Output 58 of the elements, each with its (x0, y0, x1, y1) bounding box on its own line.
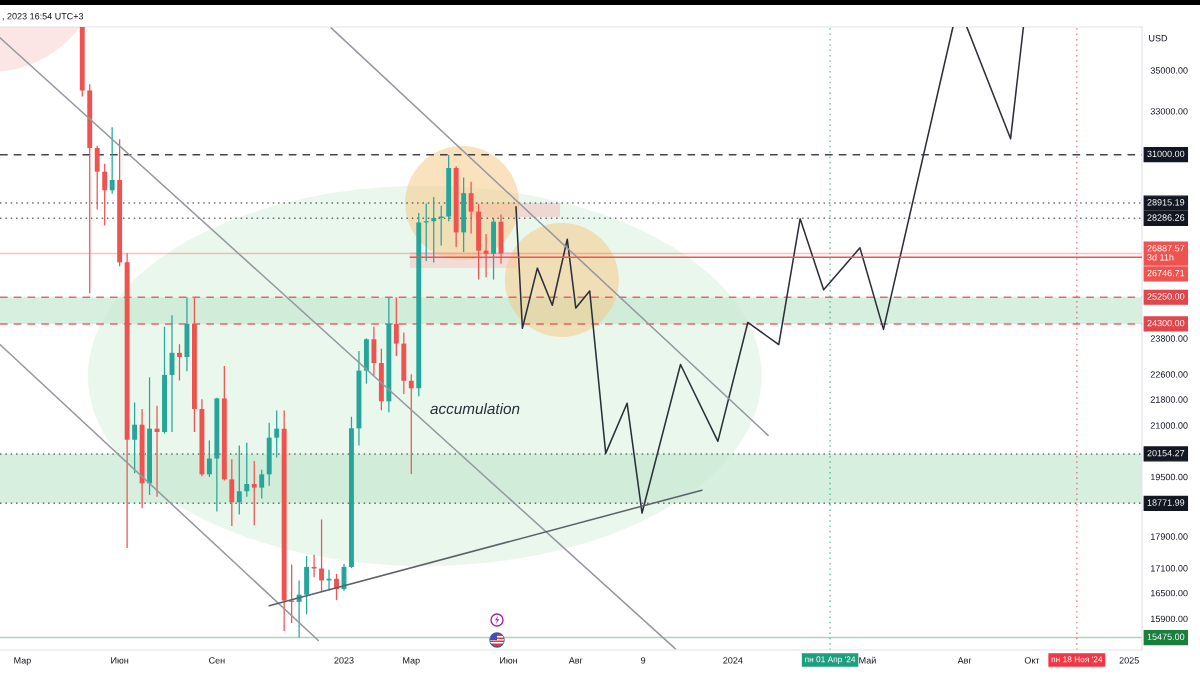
ref-line-label: 24300.00 (1147, 319, 1185, 327)
ref-line-label: 26887.57 3d 11h (1147, 245, 1185, 261)
candlestick (393, 296, 399, 357)
candlestick (431, 196, 437, 264)
ref-line-label: 28286.26 (1147, 214, 1185, 221)
y-tick-label: 33000.00 (1150, 108, 1188, 115)
y-axis-title: USD (1149, 35, 1168, 42)
x-tick-label: 2025 (1119, 657, 1139, 664)
candlestick (177, 343, 182, 382)
ref-line-label: 20154.27 (1147, 449, 1185, 457)
candlestick (229, 458, 235, 527)
y-tick-label: 21800.00 (1150, 396, 1188, 403)
x-tick-label: Окт (1024, 657, 1040, 664)
text: , 2023 16:54 UTC+3 (2, 13, 84, 21)
ref-line-label: 25250.00 (1147, 293, 1185, 300)
candlestick (251, 460, 257, 526)
ref-line-label: 15475.00 (1147, 633, 1185, 640)
x-tick-label: Сен (209, 657, 225, 664)
candlestick (109, 126, 115, 195)
candlestick (371, 326, 377, 377)
y-tick-label: 23800.00 (1150, 335, 1188, 342)
x-tick-label: 9 (641, 657, 646, 664)
x-tick-label: 2024 (723, 657, 743, 664)
ref-line-label: пн 18 Ноя '24 (1051, 656, 1103, 663)
x-tick-label: Авг (957, 657, 972, 664)
candlestick (94, 145, 100, 211)
candlestick (236, 444, 242, 516)
ref-line-label: 28915.19 (1147, 199, 1185, 206)
y-tick-label: 21000.00 (1150, 422, 1188, 429)
annotation: accumulation (430, 402, 520, 415)
x-tick-label: Мар (403, 657, 420, 666)
candlestick (468, 181, 474, 235)
candlestick (274, 409, 280, 459)
candlestick (206, 439, 212, 478)
candlestick (132, 401, 138, 474)
y-tick-label: 15900.00 (1151, 615, 1188, 623)
x-tick-label: Июн (500, 657, 517, 664)
y-tick-label: 16500.00 (1151, 589, 1188, 597)
candlestick (408, 373, 414, 475)
x-tick-label: Мар (14, 657, 31, 666)
y-tick-label: 17100.00 (1151, 565, 1188, 572)
y-tick-label: 22600.00 (1150, 371, 1188, 378)
candlestick (311, 554, 317, 578)
candlestick (102, 163, 108, 227)
y-tick-label: 19500.00 (1151, 473, 1188, 481)
y-tick-label: 35000.00 (1150, 67, 1188, 74)
x-tick-label: Авг (568, 657, 583, 664)
x-tick-label: 2023 (334, 657, 354, 664)
ref-line-label: пн 01 Апр '24 (805, 656, 856, 664)
x-tick-label: Май (859, 656, 876, 664)
candlestick (319, 518, 325, 593)
candlestick (244, 442, 250, 498)
ref-line-label: 31000.00 (1147, 150, 1185, 158)
y-tick-label: 17900.00 (1151, 533, 1188, 540)
series-label: 26746.71 (1147, 269, 1185, 277)
x-tick-label: Июн (111, 657, 129, 664)
ref-line-label: 18771.99 (1147, 499, 1185, 506)
candlestick (259, 469, 265, 500)
